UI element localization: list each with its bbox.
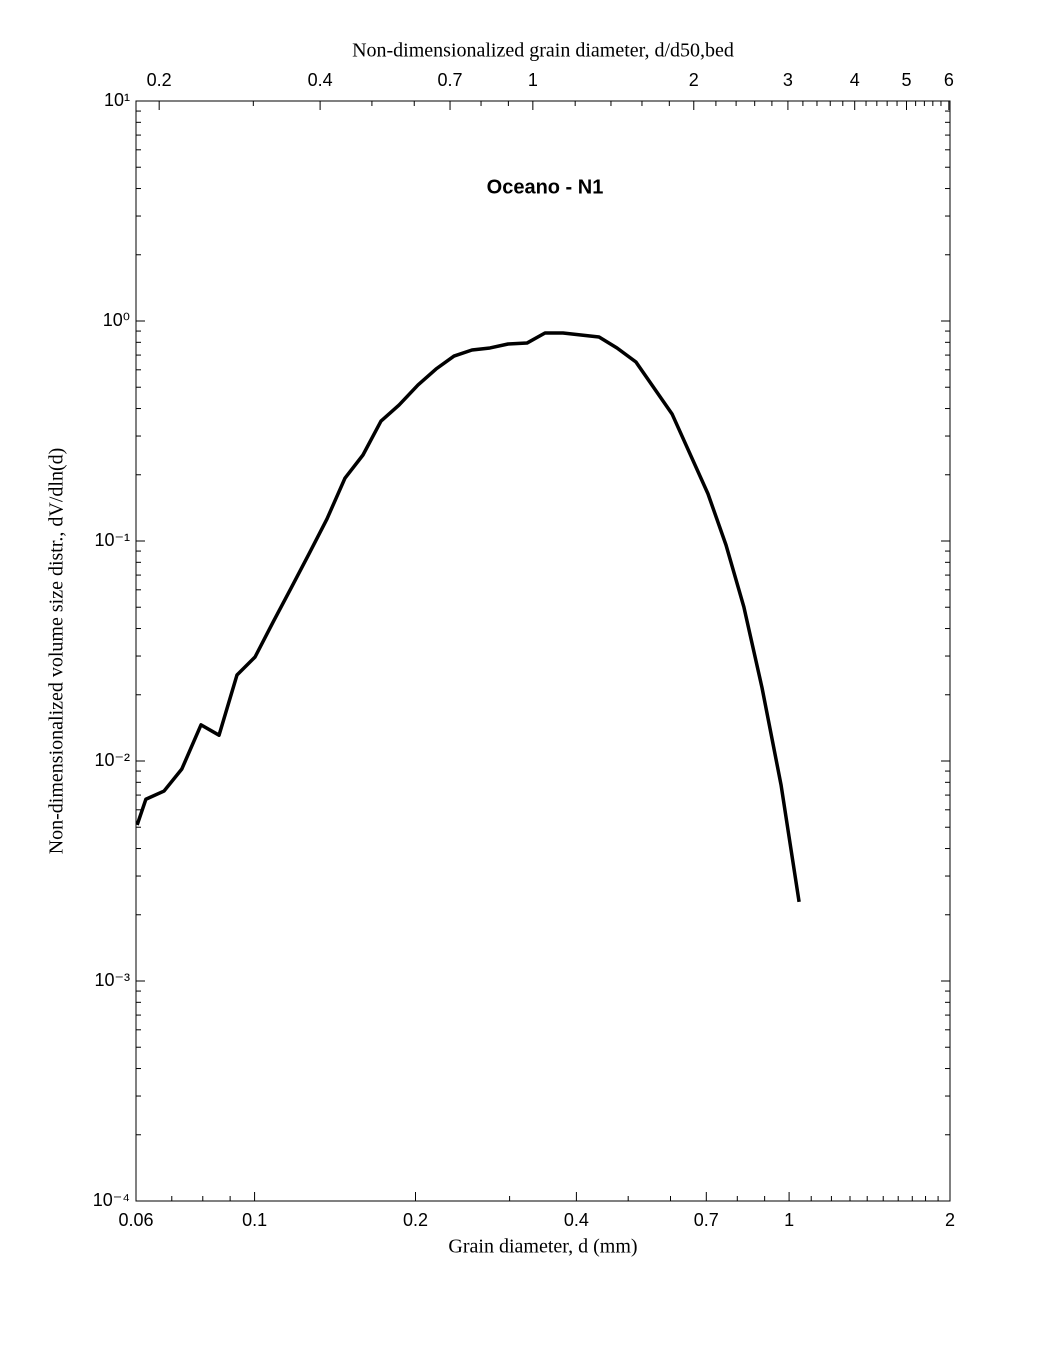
y-tick-label: 10⁻³ [94, 970, 130, 990]
plot-frame [135, 100, 951, 1202]
x-axis-title: Grain diameter, d (mm) [448, 1236, 637, 1258]
x-tick-label: 0.7 [694, 1210, 719, 1230]
x2-tick-label: 4 [850, 70, 860, 90]
y-tick-label: 10¹ [104, 90, 130, 110]
x2-tick-label: 1 [528, 70, 538, 90]
chart-title: Oceano - N1 [487, 176, 604, 198]
x-tick-label: 2 [945, 1210, 955, 1230]
x-tick-label: 0.1 [242, 1210, 267, 1230]
x2-tick-label: 5 [902, 70, 912, 90]
x2-tick-label: 0.7 [438, 70, 463, 90]
data-line [135, 331, 801, 903]
x-tick-label: 0.4 [564, 1210, 589, 1230]
x-tick-label: 0.2 [403, 1210, 428, 1230]
x2-axis-title: Non-dimensionalized grain diameter, d/d5… [352, 40, 734, 62]
y-tick-label: 10⁻² [94, 750, 130, 770]
y-tick-label: 10⁻¹ [94, 530, 130, 550]
y-tick-label: 10⁰ [103, 310, 130, 330]
x-tick-label: 1 [784, 1210, 794, 1230]
x2-tick-label: 0.4 [308, 70, 333, 90]
x2-tick-label: 3 [783, 70, 793, 90]
y-tick-label: 10⁻⁴ [93, 1190, 130, 1210]
x2-tick-label: 0.2 [147, 70, 172, 90]
y-axis-title: Non-dimensionalized volume size distr., … [46, 448, 68, 855]
x2-tick-label: 6 [944, 70, 954, 90]
x2-tick-label: 2 [689, 70, 699, 90]
x-tick-label: 0.06 [118, 1210, 153, 1230]
